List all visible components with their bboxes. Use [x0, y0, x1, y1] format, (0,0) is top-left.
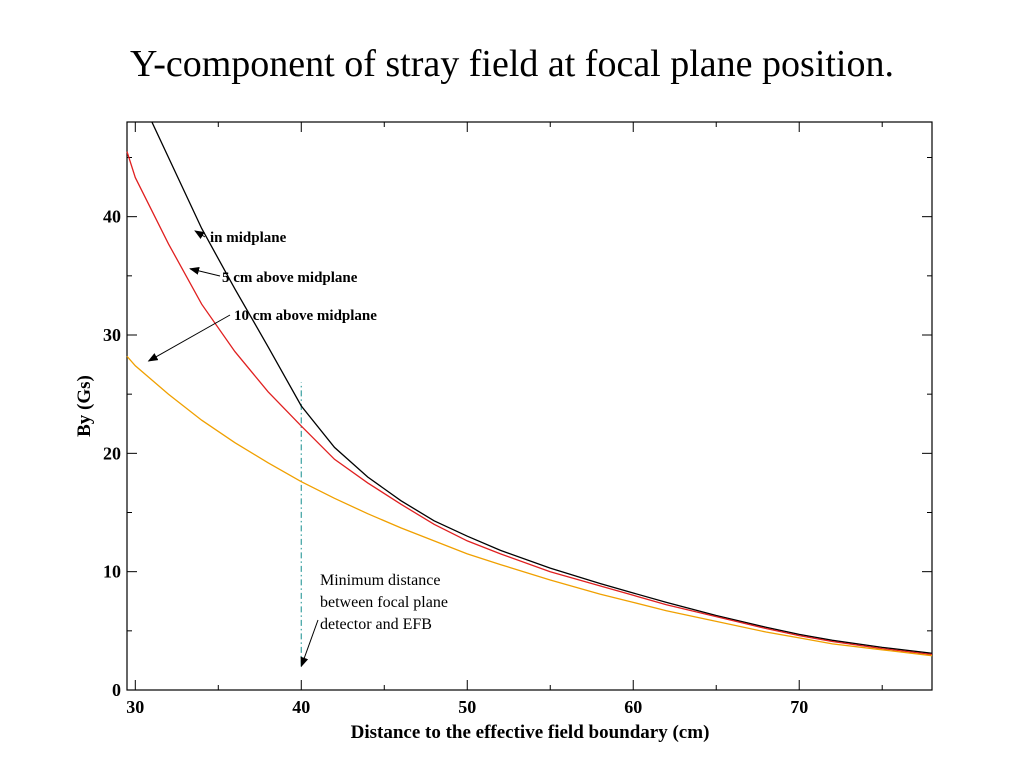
series-lines [126, 121, 933, 657]
note-line: between focal plane [320, 594, 448, 611]
axis-ticks [127, 122, 932, 691]
annotation-label: in midplane [210, 230, 287, 246]
annotation-arrow [147, 314, 231, 362]
x-tick-label: 60 [624, 697, 642, 717]
tick-labels: 30 40 50 60 70 0 10 20 30 40 [103, 207, 808, 717]
note-line: detector and EFB [320, 616, 432, 633]
annotation-arrow [194, 230, 206, 239]
minimum-distance-note: Minimum distance between focal plane detec… [300, 572, 448, 668]
y-tick-label: 40 [103, 207, 121, 227]
x-tick-label: 40 [292, 697, 310, 717]
y-axis-title: By (Gs) [74, 375, 95, 437]
x-tick-label: 50 [458, 697, 476, 717]
series-line-3 [126, 355, 933, 657]
y-tick-label: 30 [103, 325, 121, 345]
y-tick-label: 20 [103, 443, 121, 463]
note-line: Minimum distance [320, 572, 440, 589]
y-tick-label: 10 [103, 562, 121, 582]
plot-frame [126, 121, 933, 691]
annotation-arrow [189, 266, 221, 277]
slide-title: Y-component of stray field at focal plan… [129, 43, 894, 85]
annotation-label: 10 cm above midplane [234, 308, 377, 324]
x-tick-label: 70 [790, 697, 808, 717]
annotation-label: 5 cm above midplane [222, 270, 358, 286]
series-line-1 [151, 121, 933, 654]
x-tick-label: 30 [126, 697, 144, 717]
note-arrow [300, 619, 319, 668]
series-line-2 [126, 151, 933, 656]
curve-annotations: in midplane 5 cm above midplane 10 cm abov… [147, 230, 377, 362]
x-axis-title: Distance to the effective field boundary… [351, 722, 710, 743]
y-tick-label: 0 [112, 680, 121, 700]
